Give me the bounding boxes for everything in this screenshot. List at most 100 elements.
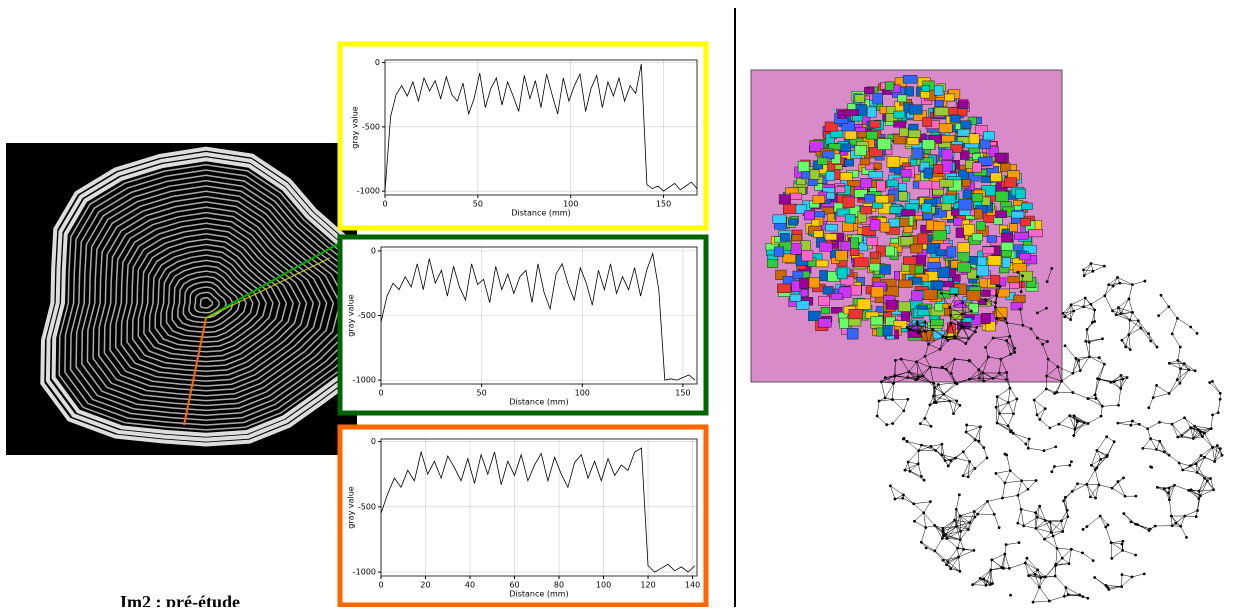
edge xyxy=(1172,318,1177,334)
node xyxy=(962,450,965,453)
edge xyxy=(1036,528,1051,532)
x-axis-label: Distance (mm) xyxy=(509,590,568,599)
edge xyxy=(1010,471,1021,481)
node xyxy=(998,372,1001,375)
edge xyxy=(1129,285,1132,299)
node xyxy=(1099,515,1102,518)
node xyxy=(934,449,937,452)
edge xyxy=(1207,481,1213,490)
node xyxy=(1044,519,1047,522)
cell xyxy=(963,190,972,198)
edge xyxy=(1028,481,1036,490)
node xyxy=(944,533,947,536)
node xyxy=(1056,365,1059,368)
node xyxy=(941,537,944,540)
edge xyxy=(996,473,1005,482)
cell xyxy=(898,302,910,312)
edge xyxy=(1010,388,1017,399)
node xyxy=(1170,515,1173,518)
node xyxy=(1094,497,1097,500)
node xyxy=(1009,353,1012,356)
edge xyxy=(1129,335,1130,350)
cell xyxy=(894,121,906,128)
edge xyxy=(1107,442,1114,455)
cell xyxy=(870,219,880,230)
edge xyxy=(1153,385,1156,397)
node xyxy=(1048,426,1051,429)
node xyxy=(1053,465,1056,468)
cell xyxy=(883,325,892,336)
node xyxy=(954,337,957,340)
node xyxy=(1118,282,1121,285)
node xyxy=(941,335,944,338)
cell xyxy=(940,179,954,187)
node xyxy=(1069,318,1072,321)
cell xyxy=(838,110,847,118)
node xyxy=(1016,522,1019,525)
edge xyxy=(1013,433,1026,444)
x-tick-label: 100 xyxy=(596,581,611,590)
edge xyxy=(1040,420,1050,428)
node xyxy=(922,375,925,378)
cell xyxy=(928,262,941,269)
cell xyxy=(825,234,837,240)
edge xyxy=(1055,576,1066,587)
node xyxy=(1180,434,1183,437)
node xyxy=(933,386,936,389)
cell xyxy=(903,257,916,265)
edge xyxy=(1018,509,1021,523)
node xyxy=(1064,496,1067,499)
edge xyxy=(1005,481,1022,483)
cell xyxy=(899,183,907,191)
edge xyxy=(1211,415,1212,429)
node xyxy=(978,440,981,443)
node xyxy=(1124,495,1127,498)
edge xyxy=(1213,447,1215,461)
node xyxy=(979,577,982,580)
node xyxy=(1005,543,1008,546)
edge xyxy=(890,486,903,495)
edge xyxy=(1119,388,1121,405)
node xyxy=(1143,572,1146,575)
node xyxy=(933,550,936,553)
node xyxy=(940,292,943,295)
node xyxy=(930,425,933,428)
cell xyxy=(855,146,867,156)
node xyxy=(885,423,888,426)
edge xyxy=(1006,543,1019,545)
cell xyxy=(860,178,871,187)
node xyxy=(974,467,977,470)
edge xyxy=(1172,418,1185,424)
node xyxy=(1078,594,1081,597)
node xyxy=(891,398,894,401)
node xyxy=(1009,594,1012,597)
node xyxy=(1045,375,1048,378)
edge xyxy=(959,557,960,571)
node xyxy=(956,547,959,550)
node xyxy=(945,368,948,371)
cell xyxy=(924,168,933,178)
node xyxy=(995,406,998,409)
node xyxy=(927,343,930,346)
cell xyxy=(821,307,830,314)
edge xyxy=(955,509,957,520)
cell xyxy=(1011,211,1023,218)
node xyxy=(962,548,965,551)
edge xyxy=(1044,447,1056,451)
cell xyxy=(840,172,852,180)
node xyxy=(907,461,910,464)
node xyxy=(1115,313,1118,316)
edge xyxy=(1087,484,1099,485)
node xyxy=(907,370,910,373)
edge xyxy=(1022,481,1028,489)
chart-frame xyxy=(340,44,706,228)
node xyxy=(1195,462,1198,465)
x-tick-label: 120 xyxy=(640,581,655,590)
node xyxy=(1110,541,1113,544)
edge xyxy=(1018,495,1021,509)
edge xyxy=(1210,382,1221,393)
edge xyxy=(943,520,955,528)
x-tick-label: 0 xyxy=(378,389,383,398)
edge xyxy=(1057,548,1071,549)
cell xyxy=(1002,258,1010,268)
